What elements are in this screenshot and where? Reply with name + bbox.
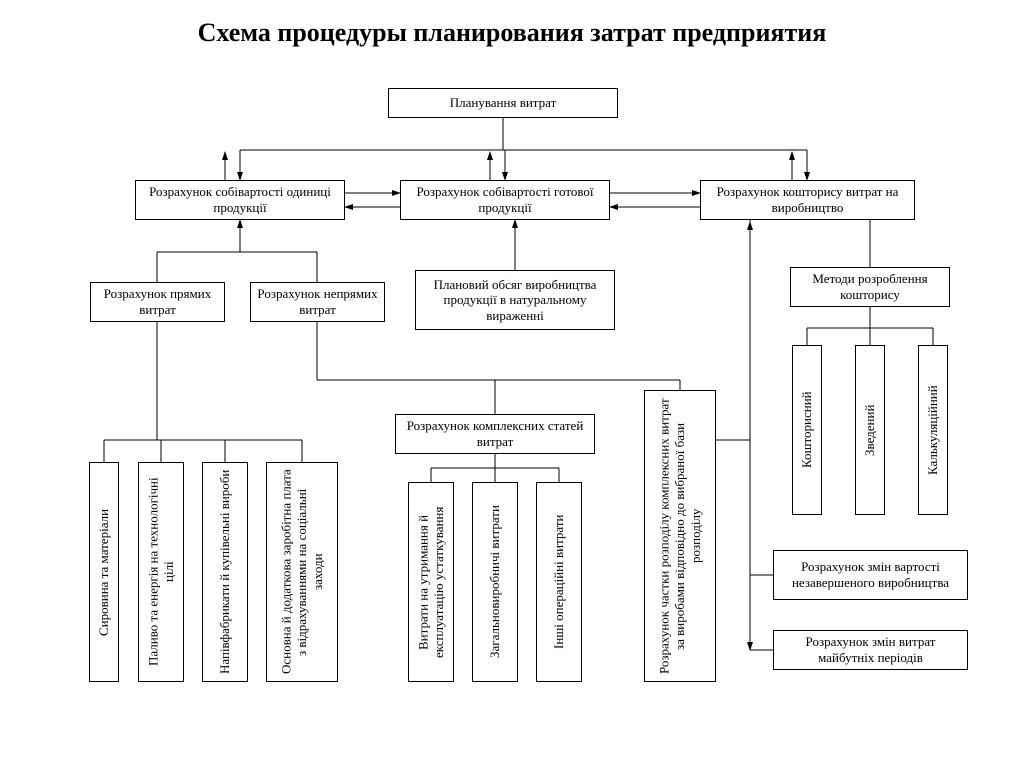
node-unit: Розрахунок собівартості одиниці продукці… — [135, 180, 345, 220]
node-m1: Кошторисний — [792, 345, 822, 515]
node-m2: Зведений — [855, 345, 885, 515]
node-semi: Напівфабрикати й купівельні вироби — [202, 462, 248, 682]
node-future: Розрахунок змін витрат майбутніх періоді… — [773, 630, 968, 670]
node-budget: Розрахунок кошторису витрат на виробницт… — [700, 180, 915, 220]
node-complex: Розрахунок комплексних статей витрат — [395, 414, 595, 454]
node-oper: Інші операційні витрати — [536, 482, 582, 682]
page-title: Схема процедуры планирования затрат пред… — [0, 0, 1024, 58]
node-raw: Сировина та матеріали — [89, 462, 119, 682]
node-root: Планування витрат — [388, 88, 618, 118]
node-fuel: Паливо та енергія на технологічні цілі — [138, 462, 184, 682]
node-wage: Основна й додаткова заробітна плата з ві… — [266, 462, 338, 682]
node-methods: Методи розроблення кошторису — [790, 267, 950, 307]
node-wip: Розрахунок змін вартості незавершеного в… — [773, 550, 968, 600]
node-ready: Розрахунок собівартості готової продукці… — [400, 180, 610, 220]
node-share: Розрахунок частки розподілу комплексних … — [644, 390, 716, 682]
node-indirect: Розрахунок непрямих витрат — [250, 282, 385, 322]
node-prod: Загальновиробничі витрати — [472, 482, 518, 682]
node-direct: Розрахунок прямих витрат — [90, 282, 225, 322]
node-maint: Витрати на утримання й експлуатацію уста… — [408, 482, 454, 682]
node-planvol: Плановий обсяг виробництва продукції в н… — [415, 270, 615, 330]
node-m3: Калькуляційний — [918, 345, 948, 515]
